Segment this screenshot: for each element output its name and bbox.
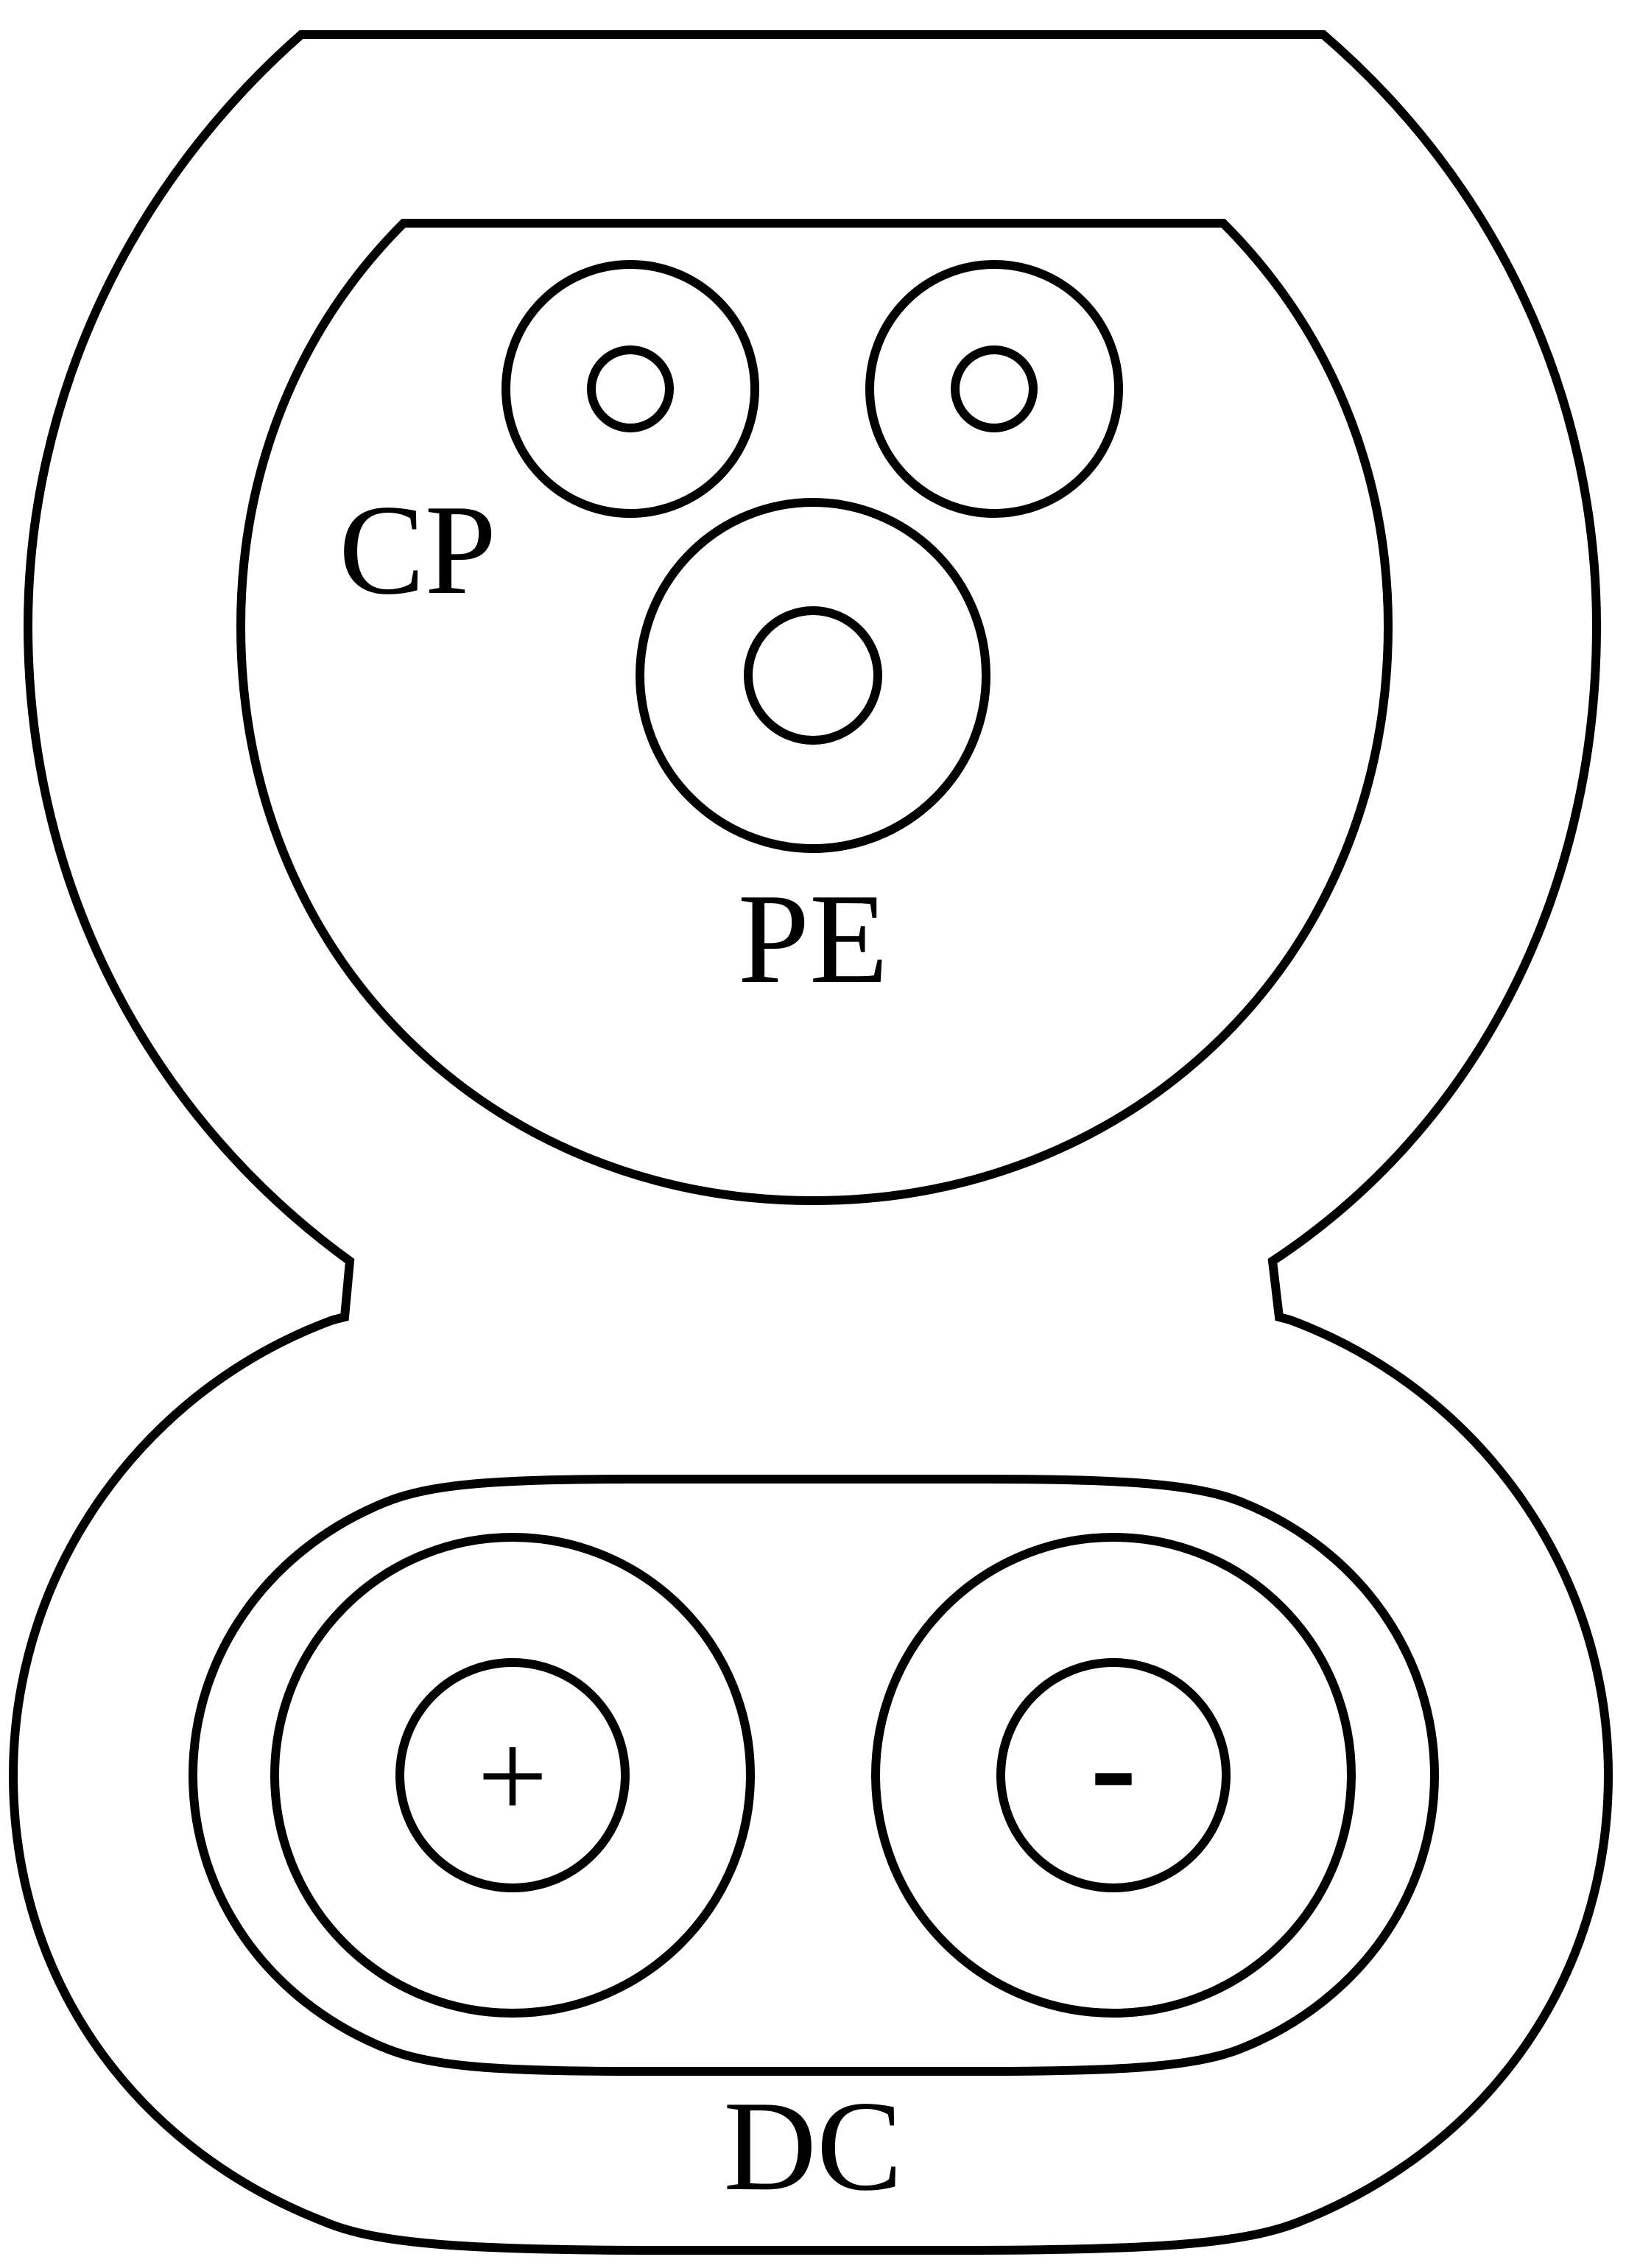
dc-minus-pin-inner: [996, 1658, 1231, 1892]
cp-label: CP: [339, 478, 496, 621]
pe-label: PE: [738, 867, 888, 1010]
dc-minus-symbol: -: [1090, 1688, 1136, 1843]
pe-pin-inner: [744, 606, 882, 745]
dc-minus-pin-outer-ring: [871, 1533, 1356, 2018]
dc-inlet-outline: [188, 1475, 1440, 2076]
cp-pin-outer-ring: [501, 260, 759, 518]
pe-pin-outer-ring: [636, 498, 990, 853]
upper-inlet-outline: [236, 219, 1393, 1206]
dc-plus-pin-outer-ring: [270, 1533, 755, 2018]
dc-label: DC: [723, 2074, 902, 2217]
dc-plus-symbol: +: [477, 1707, 548, 1845]
cp-pin-inner: [587, 345, 674, 432]
pp-pin-inner: [951, 345, 1038, 432]
connector-outer-outline: [8, 30, 1613, 2255]
pp-pin-outer-ring: [865, 260, 1123, 518]
dc-plus-pin-inner: [395, 1658, 630, 1892]
